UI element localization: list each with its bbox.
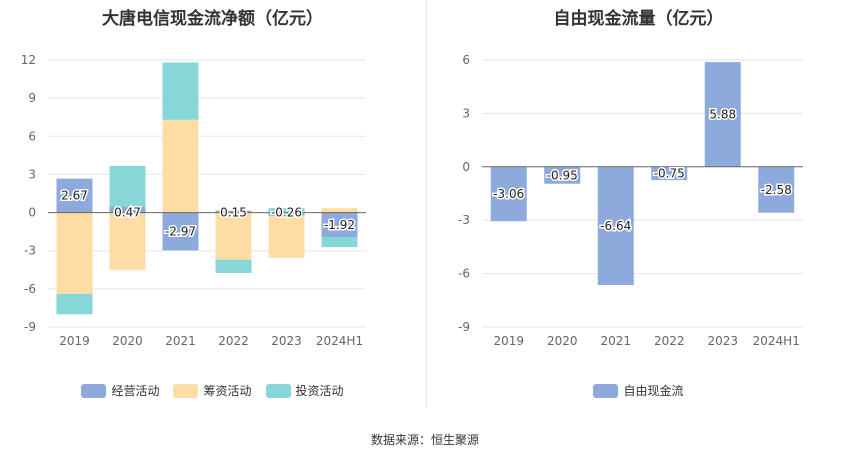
cash-flow-chart-panel: 大唐电信现金流净额（亿元） -9 -6 -3 0 3 6 9 12 2019 2020 2021 20… — [0, 0, 425, 420]
free-cash-flow-chart-panel: 自由现金流量（亿元） -9 -6 -3 0 3 6 2019 2020 2021 2022 2023… — [427, 0, 850, 420]
bar — [597, 166, 634, 285]
x-tick-label: 2024H1 — [316, 334, 363, 348]
legend-label: 投资活动 — [295, 384, 344, 398]
y-tick-label: 0 — [462, 160, 470, 174]
data-label: -0.95 — [547, 168, 578, 182]
y-tick-label: 3 — [28, 167, 36, 181]
data-label: 5.88 — [709, 107, 736, 121]
y-tick-label: 12 — [21, 53, 36, 67]
panel-divider — [426, 0, 427, 408]
bar — [268, 208, 305, 213]
bar — [268, 215, 305, 258]
legend-item[interactable]: 投资活动 — [265, 382, 344, 399]
data-label: -0.26 — [271, 206, 302, 220]
data-label: 0.15 — [220, 206, 247, 220]
bar — [162, 119, 199, 213]
bar — [109, 206, 146, 213]
x-tick-label: 2024H1 — [753, 334, 800, 348]
y-tick-label: 6 — [28, 129, 36, 143]
x-tick-label: 2023 — [271, 334, 302, 348]
bar — [651, 166, 688, 181]
y-tick-label: 3 — [462, 106, 470, 120]
bar — [215, 212, 252, 260]
chart-legend: 经营活动 筹资活动 投资活动 — [0, 382, 425, 399]
y-tick-label: -6 — [24, 282, 36, 296]
chart-title: 大唐电信现金流净额（亿元） — [102, 9, 323, 29]
legend-label: 经营活动 — [111, 384, 160, 398]
bar — [162, 212, 199, 251]
bar — [56, 212, 93, 294]
x-tick-label: 2021 — [600, 334, 631, 348]
x-tick-label: 2019 — [59, 334, 90, 348]
bar — [56, 293, 93, 315]
y-tick-label: 9 — [28, 91, 36, 105]
legend-item[interactable]: 经营活动 — [81, 382, 159, 399]
y-tick-label: -9 — [458, 320, 470, 334]
y-tick-label: 0 — [28, 206, 36, 220]
cash-flow-chart: -9 -6 -3 0 3 6 9 12 2019 2020 2021 2022 2023 2024H1 2.… — [21, 53, 366, 348]
bar — [215, 259, 252, 273]
data-label: -2.58 — [761, 183, 792, 197]
data-label: -0.75 — [654, 166, 685, 180]
bar — [758, 166, 795, 213]
y-tick-label: 6 — [462, 53, 470, 67]
free-cash-flow-chart: -9 -6 -3 0 3 6 2019 2020 2021 2022 2023 2024H1 -3.06… — [458, 53, 803, 348]
data-label: -1.92 — [324, 218, 355, 232]
bar — [215, 210, 252, 213]
legend-swatch — [265, 383, 291, 398]
bar — [704, 62, 741, 167]
legend-label: 自由现金流 — [623, 384, 684, 398]
data-label: -6.64 — [600, 219, 631, 233]
y-tick-label: -3 — [24, 244, 36, 258]
bar — [109, 165, 146, 207]
bar — [321, 236, 358, 248]
y-tick-label: -3 — [458, 213, 470, 227]
data-label: -2.97 — [165, 224, 196, 238]
legend-item[interactable]: 筹资活动 — [173, 382, 252, 399]
data-label: -3.06 — [493, 187, 524, 201]
data-label: 2.67 — [61, 189, 88, 203]
bar — [544, 166, 581, 184]
legend-swatch — [81, 383, 107, 398]
bar — [109, 212, 146, 270]
x-tick-label: 2022 — [218, 334, 249, 348]
bar — [490, 166, 527, 222]
data-source-footer: 数据来源：恒生聚源 — [370, 433, 479, 447]
x-tick-label: 2020 — [112, 334, 143, 348]
x-tick-label: 2020 — [547, 334, 578, 348]
y-tick-label: -9 — [24, 320, 36, 334]
y-tick-label: -6 — [458, 267, 470, 281]
legend-swatch — [173, 383, 199, 398]
legend-swatch — [593, 383, 619, 398]
chart-legend: 自由现金流 — [427, 382, 850, 399]
chart-title: 自由现金流量（亿元） — [553, 9, 724, 29]
data-label: 0.47 — [114, 206, 141, 220]
bar — [162, 62, 199, 120]
legend-label: 筹资活动 — [203, 384, 252, 398]
legend-item[interactable]: 自由现金流 — [593, 382, 684, 399]
bar — [56, 178, 93, 213]
bar — [321, 208, 358, 213]
x-tick-label: 2023 — [707, 334, 738, 348]
bar — [321, 212, 358, 237]
x-tick-label: 2019 — [493, 334, 524, 348]
x-tick-label: 2022 — [654, 334, 685, 348]
x-tick-label: 2021 — [165, 334, 196, 348]
bar — [268, 212, 305, 216]
